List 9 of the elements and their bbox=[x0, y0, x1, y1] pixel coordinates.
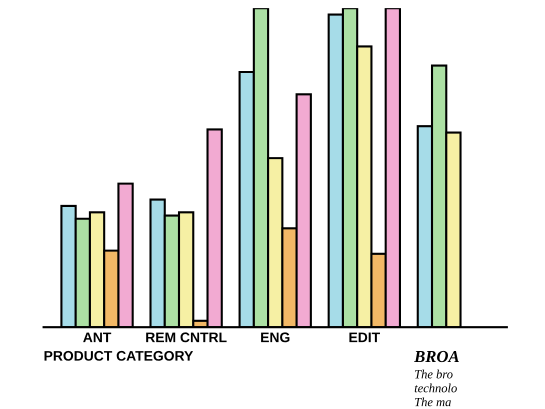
x-tick-label: ENG bbox=[261, 332, 290, 342]
text: BROA bbox=[414, 350, 459, 362]
x-tick-label: EDIT bbox=[349, 332, 380, 342]
x-tick-label: ANT bbox=[83, 332, 112, 342]
text: The ma bbox=[415, 397, 451, 406]
text: technolo bbox=[414, 384, 457, 392]
x-axis-title: PRODUCT CATEGORY bbox=[44, 350, 194, 361]
text: The bro bbox=[415, 370, 453, 378]
x-tick-label: REM CNTRL bbox=[146, 332, 227, 342]
